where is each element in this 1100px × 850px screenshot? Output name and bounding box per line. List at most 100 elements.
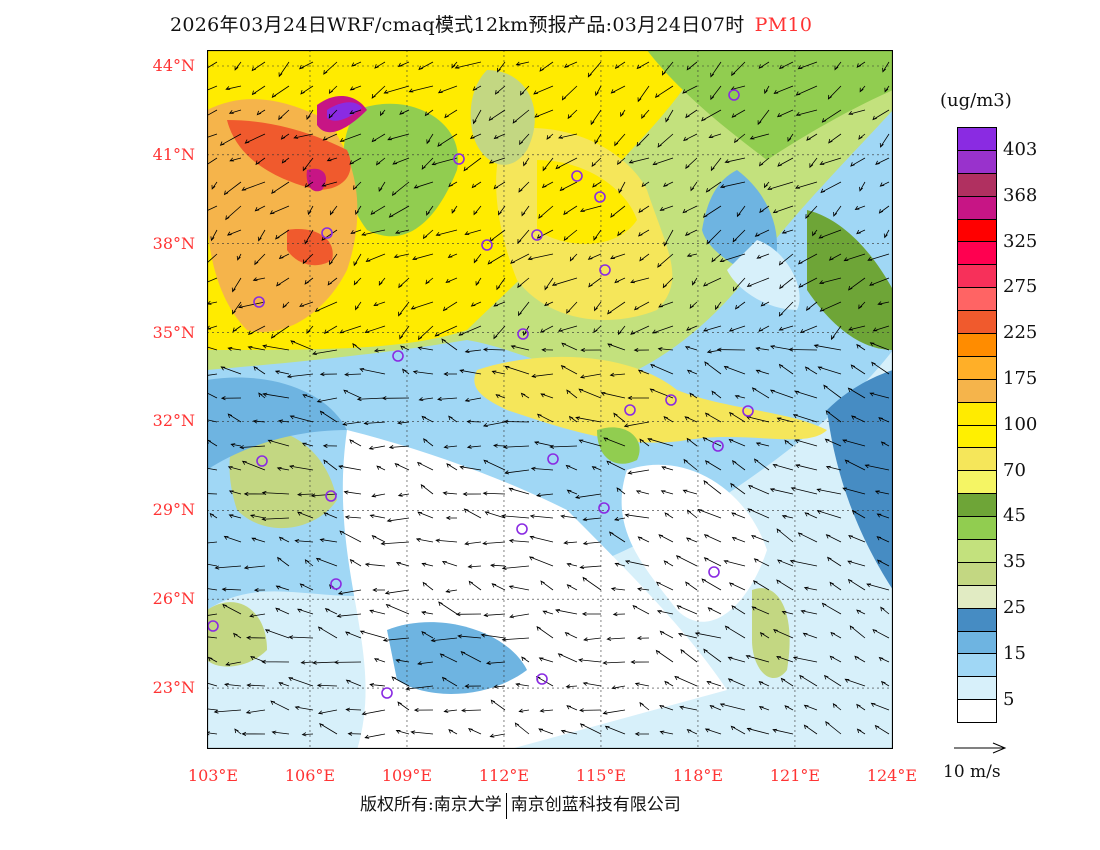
wind-arrow [869,342,890,351]
wind-arrow [288,677,314,687]
wind-arrow [539,708,554,713]
wind-arrow [502,444,530,450]
wind-arrow [848,277,866,291]
wind-arrow [684,229,698,236]
wind-arrow [271,730,290,735]
wind-arrow [246,683,266,688]
wind-arrow [493,133,506,140]
city-marker [536,673,548,685]
wind-arrow [749,133,770,140]
wind-arrow [611,685,626,690]
wind-arrow [617,229,626,237]
wind-arrow [813,344,842,351]
wind-arrow [772,728,794,735]
wind-arrow [249,514,266,519]
wind-arrow [236,253,242,261]
wind-arrow [422,581,434,591]
wind-arrow [759,157,770,167]
wind-arrow [816,488,842,495]
wind-arrow [872,325,890,332]
wind-arrow [371,535,386,543]
wind-arrow [560,365,578,375]
wind-arrow [848,535,866,543]
wind-arrow [378,181,386,193]
wind-arrow [251,537,266,543]
wind-arrow [418,61,434,71]
wind-arrow [638,229,650,237]
wind-arrow [280,133,290,140]
wind-arrow [495,394,506,399]
wind-arrow [856,61,866,68]
wind-arrow [787,133,794,143]
wind-arrow [610,253,626,260]
wind-arrow [609,531,626,543]
city-marker [381,687,393,699]
wind-arrow [421,157,434,170]
wind-arrow [677,633,698,639]
wind-arrow [469,133,482,140]
wind-arrow [848,325,866,331]
wind-arrow [322,443,338,448]
wind-arrow [686,252,698,257]
lat-tick-label: 29°N [152,500,195,520]
wind-arrow [664,512,674,519]
wind-arrow [555,157,578,170]
wind-arrow [364,562,386,567]
wind-arrow [538,657,554,663]
wind-arrow [767,181,794,190]
wind-arrow [451,61,458,69]
map-title: 2026年03月24日WRF/cmaq模式12km预报产品:03月24日07时 P… [170,10,812,37]
wind-arrow [541,181,554,189]
wind-arrow [384,589,410,595]
wind-arrow [520,85,530,96]
wind-arrow [777,157,794,167]
wind-arrow [344,372,362,377]
wind-arrow [421,611,434,616]
city-marker [392,350,404,362]
wind-arrow [799,325,818,334]
legend-swatch [958,494,996,518]
wind-arrow [809,157,818,169]
wind-arrow [521,205,530,217]
wind-arrow [613,412,626,423]
wind-arrow [582,541,602,546]
wind-arrow [493,181,506,190]
lat-tick-label: 32°N [152,411,195,431]
wind-arrow [328,109,338,119]
wind-arrow [579,373,602,379]
wind-arrow [769,389,794,399]
wind-arrow [614,562,626,567]
legend-swatch [958,654,996,678]
wind-arrow [539,61,554,72]
wind-arrow [864,464,890,471]
wind-arrow [302,394,314,399]
wind-arrow [660,490,674,495]
legend-swatch [958,311,996,335]
wind-arrow [253,366,266,375]
wind-arrow [630,325,650,335]
legend-swatch [958,631,996,655]
wind-arrow [275,229,290,240]
wind-arrow [324,607,338,615]
wind-arrow [663,181,674,187]
wind-arrow [413,181,434,189]
map-frame [207,50,893,749]
wind-arrow [364,733,386,739]
wind-arrow [294,539,314,544]
wind-arrow [710,85,722,101]
wind-arrow [777,559,794,567]
wind-arrow [382,637,410,642]
wind-arrow [821,109,842,123]
wind-arrow [874,724,890,735]
wind-arrow [219,133,242,146]
wind-arrow [579,723,602,735]
wind-arrow [225,85,242,91]
wind-arrow [824,438,842,447]
wind-arrow [851,510,866,519]
wind-arrow [388,205,410,218]
wind-arrow [639,253,650,262]
wind-arrow [339,133,362,143]
wind-arrow [637,85,650,103]
wind-arrow [734,133,746,144]
lat-tick-label: 38°N [152,233,195,253]
